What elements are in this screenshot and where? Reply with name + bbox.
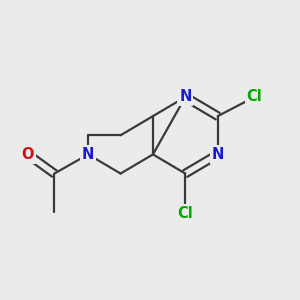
Text: Cl: Cl [178, 206, 193, 221]
Text: N: N [212, 147, 224, 162]
Text: Cl: Cl [247, 89, 262, 104]
Text: N: N [82, 147, 94, 162]
Text: O: O [22, 147, 34, 162]
Text: N: N [179, 89, 191, 104]
